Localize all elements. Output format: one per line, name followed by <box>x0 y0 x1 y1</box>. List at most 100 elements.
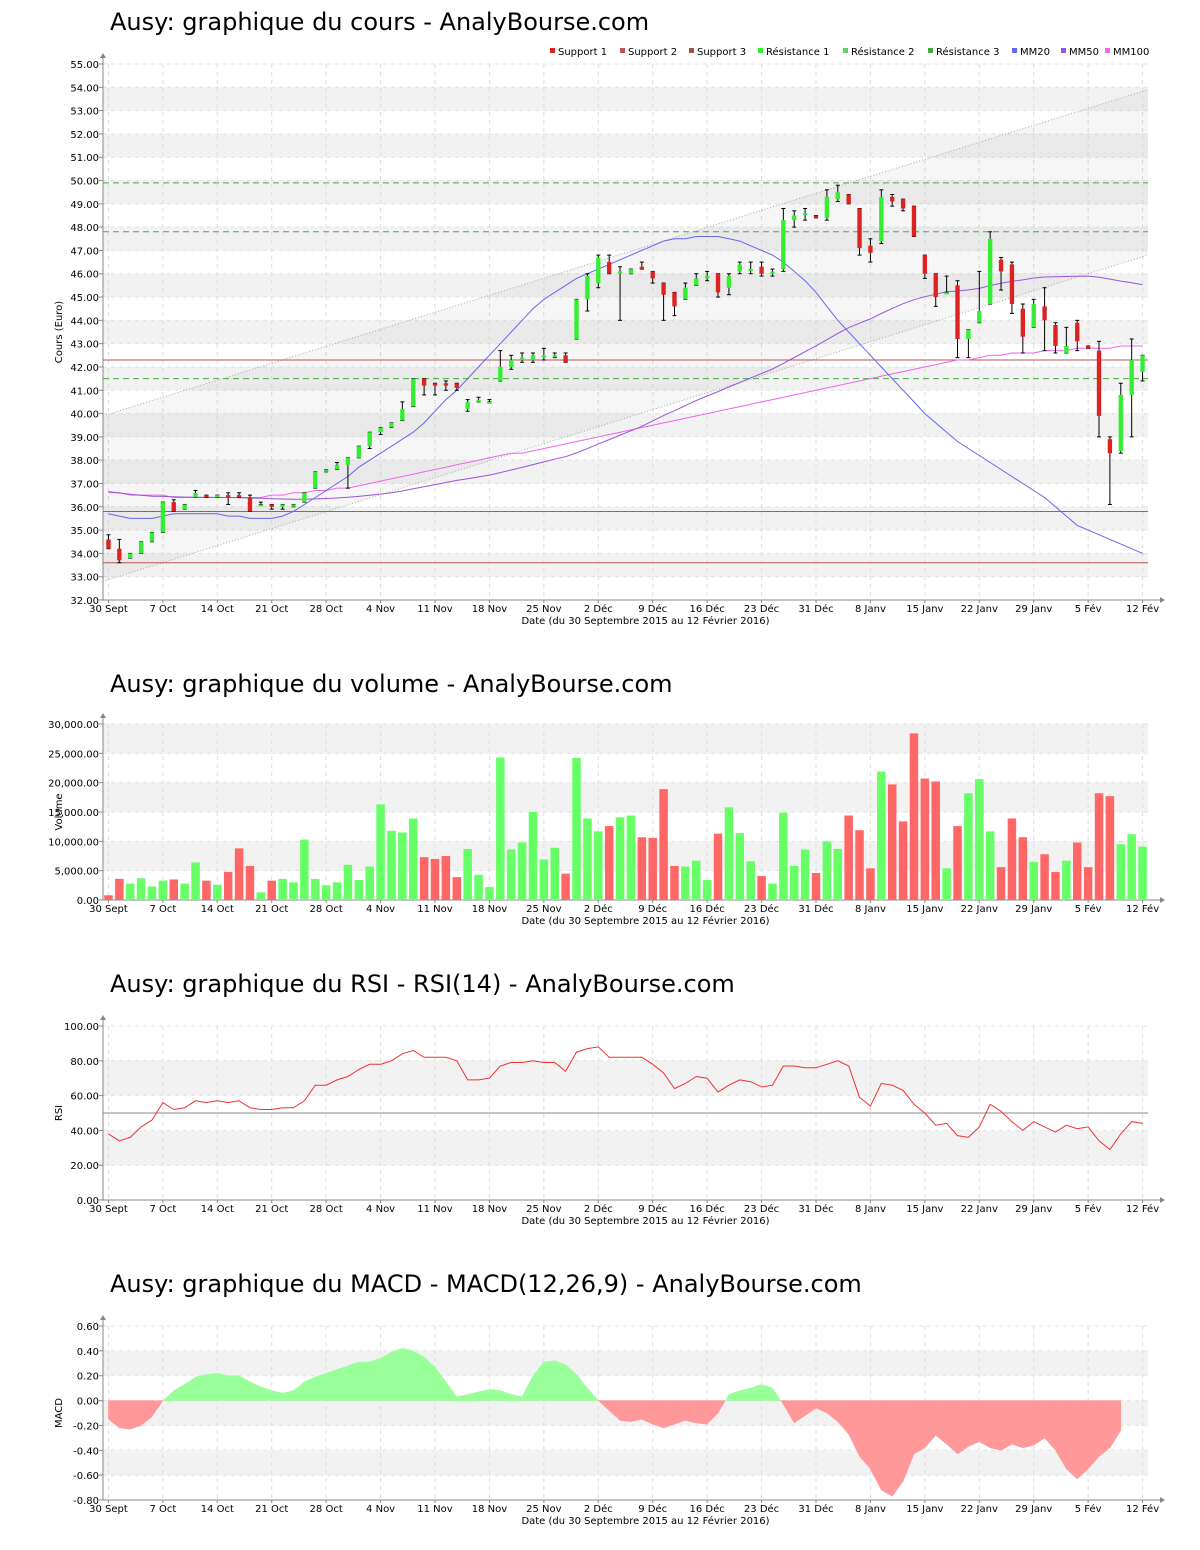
rsi-xtick-label: 15 Janv <box>906 1204 943 1215</box>
candle-body <box>977 311 982 323</box>
candle-body <box>193 492 198 498</box>
macd-area-positive <box>206 1372 218 1401</box>
rsi-xtick-label: 5 Fév <box>1075 1203 1102 1215</box>
volume-xtick-label: 5 Fév <box>1075 903 1102 915</box>
price-band <box>103 227 1148 251</box>
volume-bar <box>147 886 157 900</box>
candle-body <box>138 541 144 554</box>
volume-bar <box>822 841 832 900</box>
macd-area-positive <box>521 1375 534 1401</box>
macd-area-negative <box>129 1400 142 1430</box>
macd-area-negative <box>848 1400 860 1457</box>
macd-band <box>103 1450 1148 1476</box>
candle-body <box>704 276 710 279</box>
macd-xtick-label: 30 Sept <box>89 1504 128 1515</box>
volume-xtick-label: 30 Sept <box>89 904 128 915</box>
price-xtick-label: 29 Janv <box>1015 604 1052 615</box>
macd-area-negative <box>957 1400 969 1455</box>
volume-bar <box>561 873 570 900</box>
volume-bar <box>811 873 821 900</box>
legend-item: MM20 <box>1020 47 1050 58</box>
macd-xtick-label: 9 Déc <box>638 1503 667 1515</box>
price-xtick-label: 21 Oct <box>255 604 288 615</box>
macd-area-negative <box>1033 1400 1045 1446</box>
volume-bar <box>539 859 549 900</box>
price-ytick-label: 34.00 <box>70 549 99 560</box>
volume-bar <box>833 848 843 900</box>
candle-body <box>574 299 579 339</box>
rsi-ytick-label: 60.00 <box>70 1092 99 1103</box>
legend-swatch <box>1012 48 1017 53</box>
volume-bar <box>343 864 353 900</box>
volume-xtick-label: 28 Oct <box>310 904 343 915</box>
volume-bar <box>735 833 745 900</box>
volume-bar <box>1029 861 1038 900</box>
price-ytick-label: 47.00 <box>70 246 99 257</box>
candle-body <box>280 504 285 507</box>
candle-body <box>421 378 427 386</box>
candle-body <box>748 269 753 272</box>
candle-body <box>1053 325 1058 346</box>
legend-swatch <box>928 48 933 53</box>
candle-body <box>1075 322 1080 342</box>
macd-xtick-label: 7 Oct <box>149 1504 176 1515</box>
price-xtick-label: 18 Nov <box>472 604 508 615</box>
macd-y-axis-label: MACD <box>54 1398 65 1428</box>
candle-body <box>672 292 677 307</box>
candle-body <box>367 432 372 447</box>
candle-body <box>313 471 318 489</box>
rsi-xtick-label: 7 Oct <box>149 1204 176 1215</box>
price-ytick-label: 41.00 <box>70 386 99 397</box>
macd-area-positive <box>282 1390 294 1401</box>
candle-body <box>356 446 361 458</box>
volume-bar <box>887 784 897 900</box>
macd-area-negative <box>1076 1400 1089 1480</box>
candle-body <box>432 383 438 386</box>
price-band <box>103 413 1148 437</box>
volume-xtick-label: 16 Déc <box>690 903 725 915</box>
volume-bar <box>125 883 135 900</box>
price-ytick-label: 44.00 <box>70 316 99 327</box>
volume-xtick-label: 14 Oct <box>201 904 234 915</box>
price-xtick-label: 22 Janv <box>961 604 998 615</box>
rsi-xtick-label: 25 Nov <box>526 1204 562 1215</box>
volume-bar <box>604 826 614 900</box>
macd-area-positive <box>750 1384 762 1401</box>
rsi-xtick-label: 2 Déc <box>584 1203 613 1215</box>
candle-body <box>182 504 187 510</box>
price-ytick-label: 48.00 <box>70 223 99 234</box>
legend-swatch <box>689 48 694 53</box>
macd-area-positive <box>445 1381 458 1401</box>
macd-xtick-label: 12 Fév <box>1126 1503 1159 1515</box>
volume-bar <box>376 804 385 900</box>
volume-x-arrow <box>1160 897 1165 903</box>
volume-bar <box>496 757 505 900</box>
volume-bar <box>800 849 810 900</box>
macd-x-arrow <box>1160 1497 1165 1503</box>
macd-ytick-label: -0.60 <box>73 1471 99 1482</box>
macd-area-positive <box>728 1390 741 1401</box>
volume-bar <box>354 880 364 900</box>
macd-area-positive <box>761 1384 773 1401</box>
price-ytick-label: 39.00 <box>70 433 99 444</box>
rsi-ytick-label: 20.00 <box>70 1161 99 1172</box>
candle-body <box>1009 264 1015 305</box>
volume-xtick-label: 18 Nov <box>472 904 508 915</box>
macd-area-negative <box>652 1400 664 1429</box>
candle-body <box>868 245 873 253</box>
candle-body <box>694 278 699 286</box>
price-ytick-label: 53.00 <box>70 107 99 118</box>
volume-bar <box>1083 867 1093 900</box>
volume-bar <box>408 818 418 900</box>
macd-xtick-label: 29 Janv <box>1015 1504 1052 1515</box>
volume-bar <box>844 815 853 900</box>
rsi-xtick-label: 18 Nov <box>472 1204 508 1215</box>
macd-area-positive <box>576 1373 588 1401</box>
volume-bar <box>964 793 973 900</box>
macd-band <box>103 1350 1148 1376</box>
candle-body <box>1107 439 1113 454</box>
macd-area-negative <box>891 1400 904 1498</box>
legend-swatch <box>550 48 555 53</box>
rsi-xtick-label: 29 Janv <box>1015 1204 1052 1215</box>
